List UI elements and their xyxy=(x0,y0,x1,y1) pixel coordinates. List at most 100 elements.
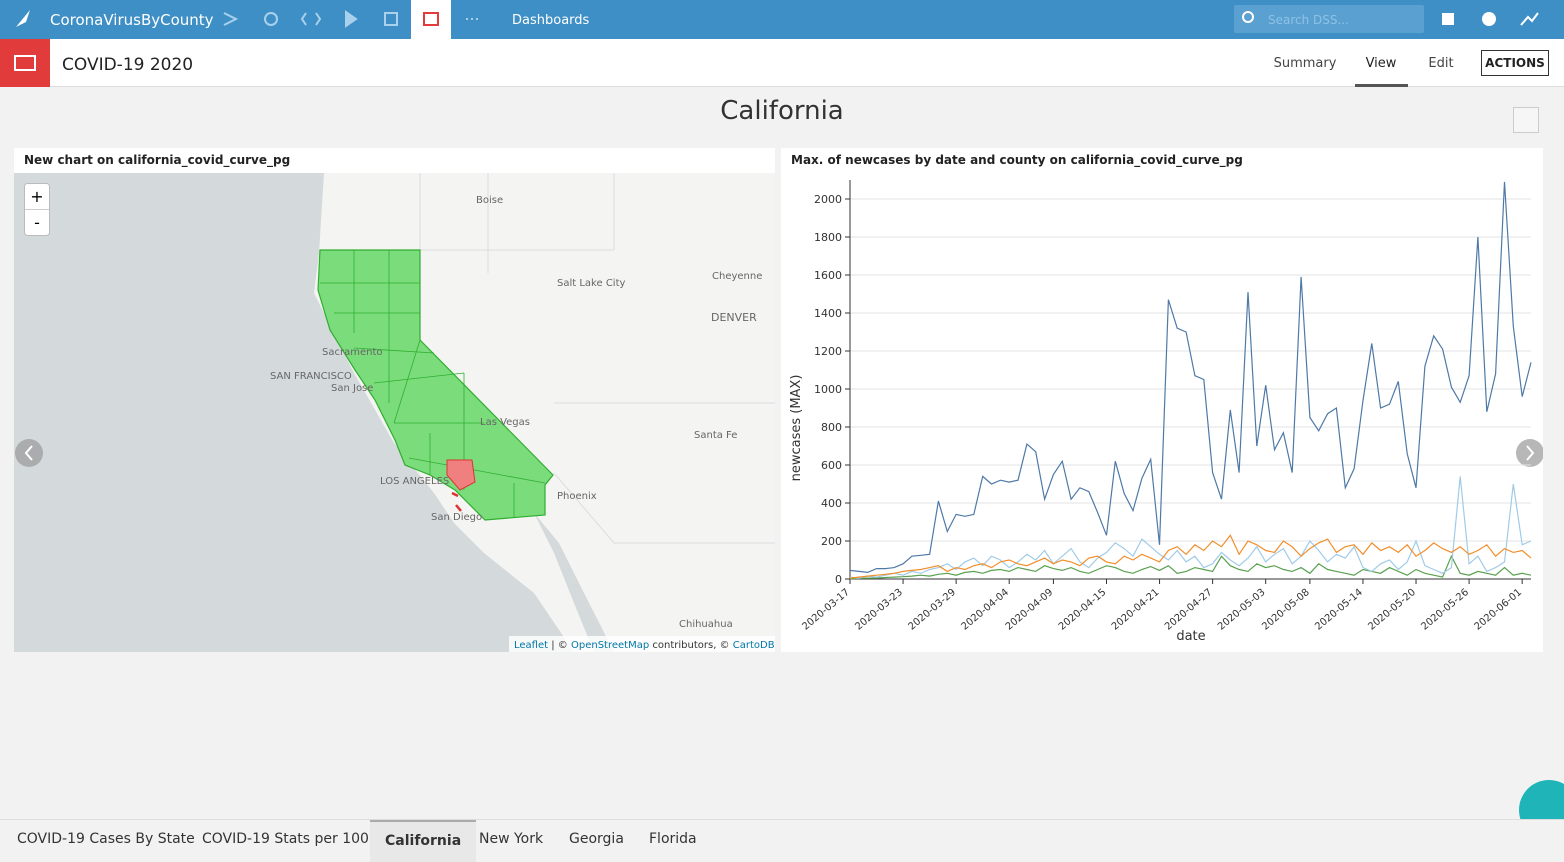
x-tick-label: 2020-05-08 xyxy=(1260,587,1312,633)
x-tick-label: 2020-04-09 xyxy=(1004,587,1056,633)
bottom-tab[interactable]: Georgia xyxy=(569,831,624,847)
bottom-tab-active[interactable]: California xyxy=(370,820,477,862)
map-label: San Jose xyxy=(331,383,373,394)
header-icon xyxy=(14,55,36,71)
nav-icons: CoronaVirusByCounty Dashboards Search DS… xyxy=(16,0,1539,39)
y-tick-label: 200 xyxy=(821,535,842,548)
y-tick-label: 1600 xyxy=(814,269,842,282)
map-label: LOS ANGELES xyxy=(380,476,449,487)
tab-underline xyxy=(1355,84,1408,87)
map-label: DENVER xyxy=(711,311,757,324)
line-chart: newcases (MAX) date 0 200 400 600 800 1000 120… xyxy=(789,180,1543,644)
x-tick-label: 2020-05-03 xyxy=(1216,587,1268,633)
x-tick-label: 2020-06-01 xyxy=(1472,587,1524,633)
y-tick-label: 1800 xyxy=(814,231,842,244)
map-label: Chihuahua xyxy=(679,619,733,630)
attr-osm[interactable]: OpenStreetMap xyxy=(571,640,649,651)
actions-label[interactable]: ACTIONS xyxy=(1485,56,1545,70)
map-label: SAN FRANCISCO xyxy=(270,371,352,382)
next-arrow xyxy=(1526,445,1535,461)
attr-leaflet[interactable]: Leaflet xyxy=(514,640,548,651)
attr-text: | © xyxy=(551,640,568,651)
x-tick-label: 2020-05-26 xyxy=(1419,587,1471,633)
map-label: Salt Lake City xyxy=(557,278,626,289)
search-icon xyxy=(1242,11,1254,23)
attr-text: contributors, © xyxy=(652,640,729,651)
channel-islands xyxy=(451,491,462,512)
active-app[interactable] xyxy=(411,0,451,39)
y-tick-label: 0 xyxy=(835,573,842,586)
fullscreen-button[interactable] xyxy=(1513,107,1539,133)
top-nav: CoronaVirusByCounty Dashboards Search DS… xyxy=(0,0,1564,39)
project-name[interactable]: CoronaVirusByCounty xyxy=(50,11,214,29)
x-tick-label: 2020-04-15 xyxy=(1057,587,1109,633)
bottom-tab[interactable]: COVID-19 Stats per 100K xyxy=(202,831,379,847)
map-tile-title: New chart on california_covid_curve_pg xyxy=(24,153,291,167)
prev-slide[interactable] xyxy=(15,439,43,467)
header: COVID-19 2020 Summary View Edit ACTIONS xyxy=(0,39,1564,87)
x-tick-label: 2020-05-20 xyxy=(1366,587,1418,633)
y-tick-label: 600 xyxy=(821,459,842,472)
bottom-tab[interactable]: Florida xyxy=(649,831,697,847)
attr-carto[interactable]: CartoDB xyxy=(733,640,775,651)
dashboard-icon xyxy=(423,12,439,26)
chart-tile-title: Max. of newcases by date and county on c… xyxy=(791,153,1243,167)
map-label: San Diego xyxy=(431,512,482,523)
next-slide[interactable] xyxy=(1516,439,1543,467)
x-tick-label: 2020-04-04 xyxy=(960,587,1012,633)
tab-view[interactable]: View xyxy=(1366,56,1397,71)
series-line xyxy=(849,554,1532,580)
attribution-bg xyxy=(509,636,775,652)
x-tick-label: 2020-04-27 xyxy=(1163,587,1215,633)
zoom-out[interactable]: - xyxy=(34,213,40,232)
y-tick-label: 1000 xyxy=(814,383,842,396)
y-tick-label: 2000 xyxy=(814,193,842,206)
series-line xyxy=(849,534,1532,579)
gulf xyxy=(534,513,614,652)
logo xyxy=(16,10,30,27)
california-counties[interactable] xyxy=(317,249,554,521)
section-name[interactable]: Dashboards xyxy=(512,13,590,28)
x-tick-label: 2020-05-14 xyxy=(1313,587,1365,633)
page-title: California xyxy=(720,96,844,126)
map-label: Santa Fe xyxy=(694,430,737,441)
search-box[interactable] xyxy=(1234,5,1424,33)
map[interactable]: Boise Salt Lake City Cheyenne DENVER Sac… xyxy=(14,173,775,652)
zoom-in[interactable]: + xyxy=(30,187,43,206)
y-tick-label: 1200 xyxy=(814,345,842,358)
app-icons xyxy=(223,10,478,28)
actions-button[interactable] xyxy=(1481,50,1549,76)
map-label: Phoenix xyxy=(557,491,597,502)
bottom-tabs: COVID-19 Cases By State COVID-19 Stats p… xyxy=(0,819,1564,862)
right-icons xyxy=(1442,12,1539,26)
y-tick-label: 400 xyxy=(821,497,842,510)
y-tick-label: 1400 xyxy=(814,307,842,320)
y-axis-label: newcases (MAX) xyxy=(789,375,804,482)
map-label: Las Vegas xyxy=(480,417,530,428)
x-tick-label: 2020-03-29 xyxy=(906,587,958,633)
y-tick-label: 800 xyxy=(821,421,842,434)
los-angeles-county[interactable] xyxy=(446,459,476,491)
series-line xyxy=(849,476,1532,579)
bottom-tab[interactable]: New York xyxy=(479,831,544,847)
map-labels: Boise Salt Lake City Cheyenne DENVER Sac… xyxy=(270,195,762,630)
prev-arrow xyxy=(24,445,33,461)
x-axis-label: date xyxy=(1176,629,1205,644)
x-tick-label: 2020-03-17 xyxy=(800,587,852,633)
header-title: COVID-19 2020 xyxy=(62,55,193,75)
header-icon-bg xyxy=(0,39,50,87)
bottom-tab[interactable]: COVID-19 Cases By State xyxy=(17,831,195,847)
search-placeholder[interactable]: Search DSS... xyxy=(1268,13,1349,27)
header-svg: COVID-19 2020 Summary View Edit ACTIONS xyxy=(0,39,1549,87)
map-label: Cheyenne xyxy=(712,271,762,282)
series-line xyxy=(849,181,1532,574)
map-tile: New chart on california_covid_curve_pg B… xyxy=(14,148,775,652)
x-tick-label: 2020-04-21 xyxy=(1110,587,1162,633)
tab-edit[interactable]: Edit xyxy=(1428,56,1453,71)
x-tick-label: 2020-03-23 xyxy=(853,587,905,633)
borders xyxy=(419,173,775,544)
tab-summary[interactable]: Summary xyxy=(1274,56,1337,71)
county-lines xyxy=(320,250,546,518)
ocean xyxy=(14,173,574,652)
